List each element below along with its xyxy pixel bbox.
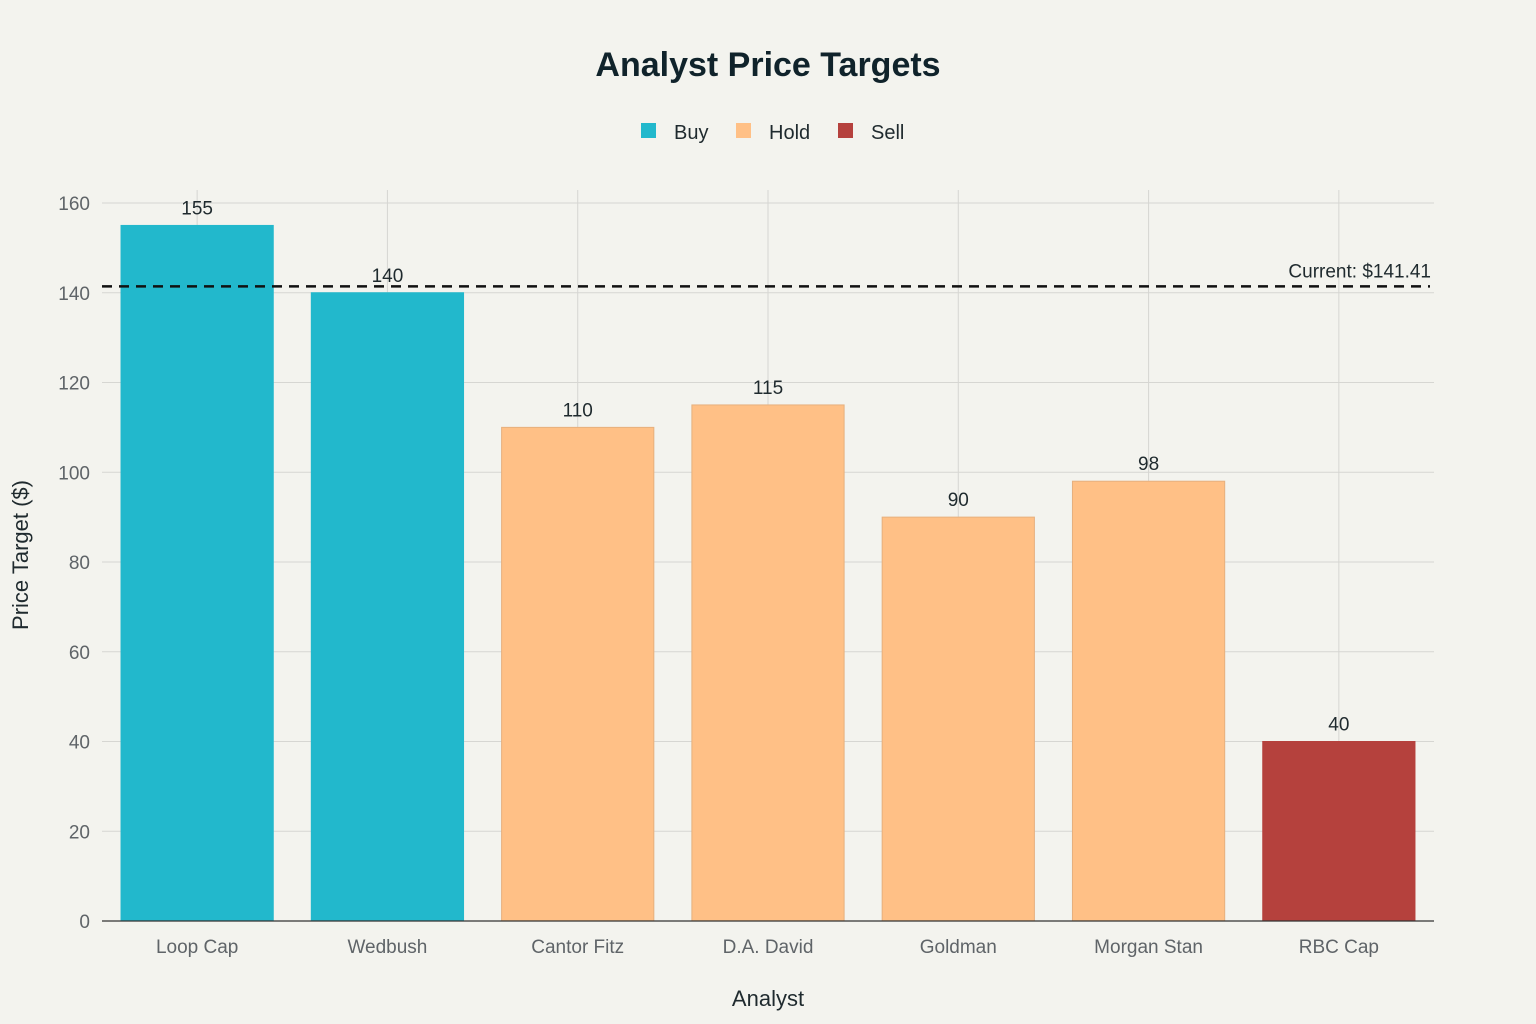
x-tick-label: Loop Cap bbox=[156, 937, 238, 958]
y-tick-label: 80 bbox=[69, 553, 90, 574]
legend-swatch-sell bbox=[838, 123, 853, 138]
y-tick-label: 140 bbox=[58, 284, 90, 305]
x-tick-label: Cantor Fitz bbox=[531, 937, 624, 958]
reference-line-group: Current: $141.41 bbox=[102, 261, 1431, 288]
y-tick-label: 40 bbox=[69, 733, 90, 754]
x-axis-title: Analyst bbox=[732, 986, 804, 1011]
current-price-label: Current: $141.41 bbox=[1288, 261, 1431, 282]
bar-value-label: 98 bbox=[1138, 454, 1159, 475]
legend-item-sell[interactable]: Sell bbox=[838, 122, 904, 144]
y-tick-label: 20 bbox=[69, 822, 90, 843]
axes: 0 20 40 60 80 100 120 140 160 Loop Cap Wedbush Cant… bbox=[58, 194, 1434, 958]
bar-value-label: 115 bbox=[753, 378, 783, 399]
bar-cantor-fitz[interactable] bbox=[501, 426, 655, 922]
x-tick-label: Morgan Stan bbox=[1094, 937, 1203, 958]
y-tick-label: 0 bbox=[79, 912, 90, 933]
legend-label-sell: Sell bbox=[871, 122, 904, 144]
bar-value-label: 140 bbox=[372, 266, 404, 287]
bar-value-label: 155 bbox=[181, 198, 213, 219]
x-tick-label: Goldman bbox=[920, 937, 997, 958]
bar-rbc-cap[interactable] bbox=[1262, 741, 1416, 922]
chart-title: Analyst Price Targets bbox=[595, 46, 940, 84]
y-tick-label: 100 bbox=[58, 463, 90, 484]
bar-value-label: 40 bbox=[1328, 715, 1349, 736]
data-labels: 155 140 110 115 90 98 40 bbox=[181, 198, 1349, 735]
bars bbox=[120, 224, 1416, 922]
legend-item-hold[interactable]: Hold bbox=[736, 122, 810, 144]
bar-value-label: 110 bbox=[563, 400, 593, 421]
bar-goldman[interactable] bbox=[881, 516, 1035, 922]
x-tick-label: D.A. David bbox=[723, 937, 814, 958]
x-tick-label: Wedbush bbox=[347, 937, 427, 958]
legend-label-hold: Hold bbox=[769, 122, 810, 144]
y-tick-label: 160 bbox=[58, 194, 90, 215]
y-axis-title: Price Target ($) bbox=[8, 480, 33, 630]
bar-wedbush[interactable] bbox=[310, 292, 465, 922]
legend: Buy Hold Sell bbox=[641, 122, 904, 144]
bar-value-label: 90 bbox=[948, 490, 969, 511]
legend-swatch-hold bbox=[736, 123, 751, 138]
bar-loop-cap[interactable] bbox=[120, 224, 274, 922]
legend-swatch-buy bbox=[641, 123, 656, 138]
bar-d-a-david[interactable] bbox=[691, 404, 845, 922]
bar-morgan-stan[interactable] bbox=[1071, 480, 1226, 922]
y-tick-label: 120 bbox=[58, 374, 90, 395]
y-tick-label: 60 bbox=[69, 643, 90, 664]
legend-label-buy: Buy bbox=[674, 122, 708, 144]
x-tick-label: RBC Cap bbox=[1299, 937, 1379, 958]
legend-item-buy[interactable]: Buy bbox=[641, 122, 708, 144]
